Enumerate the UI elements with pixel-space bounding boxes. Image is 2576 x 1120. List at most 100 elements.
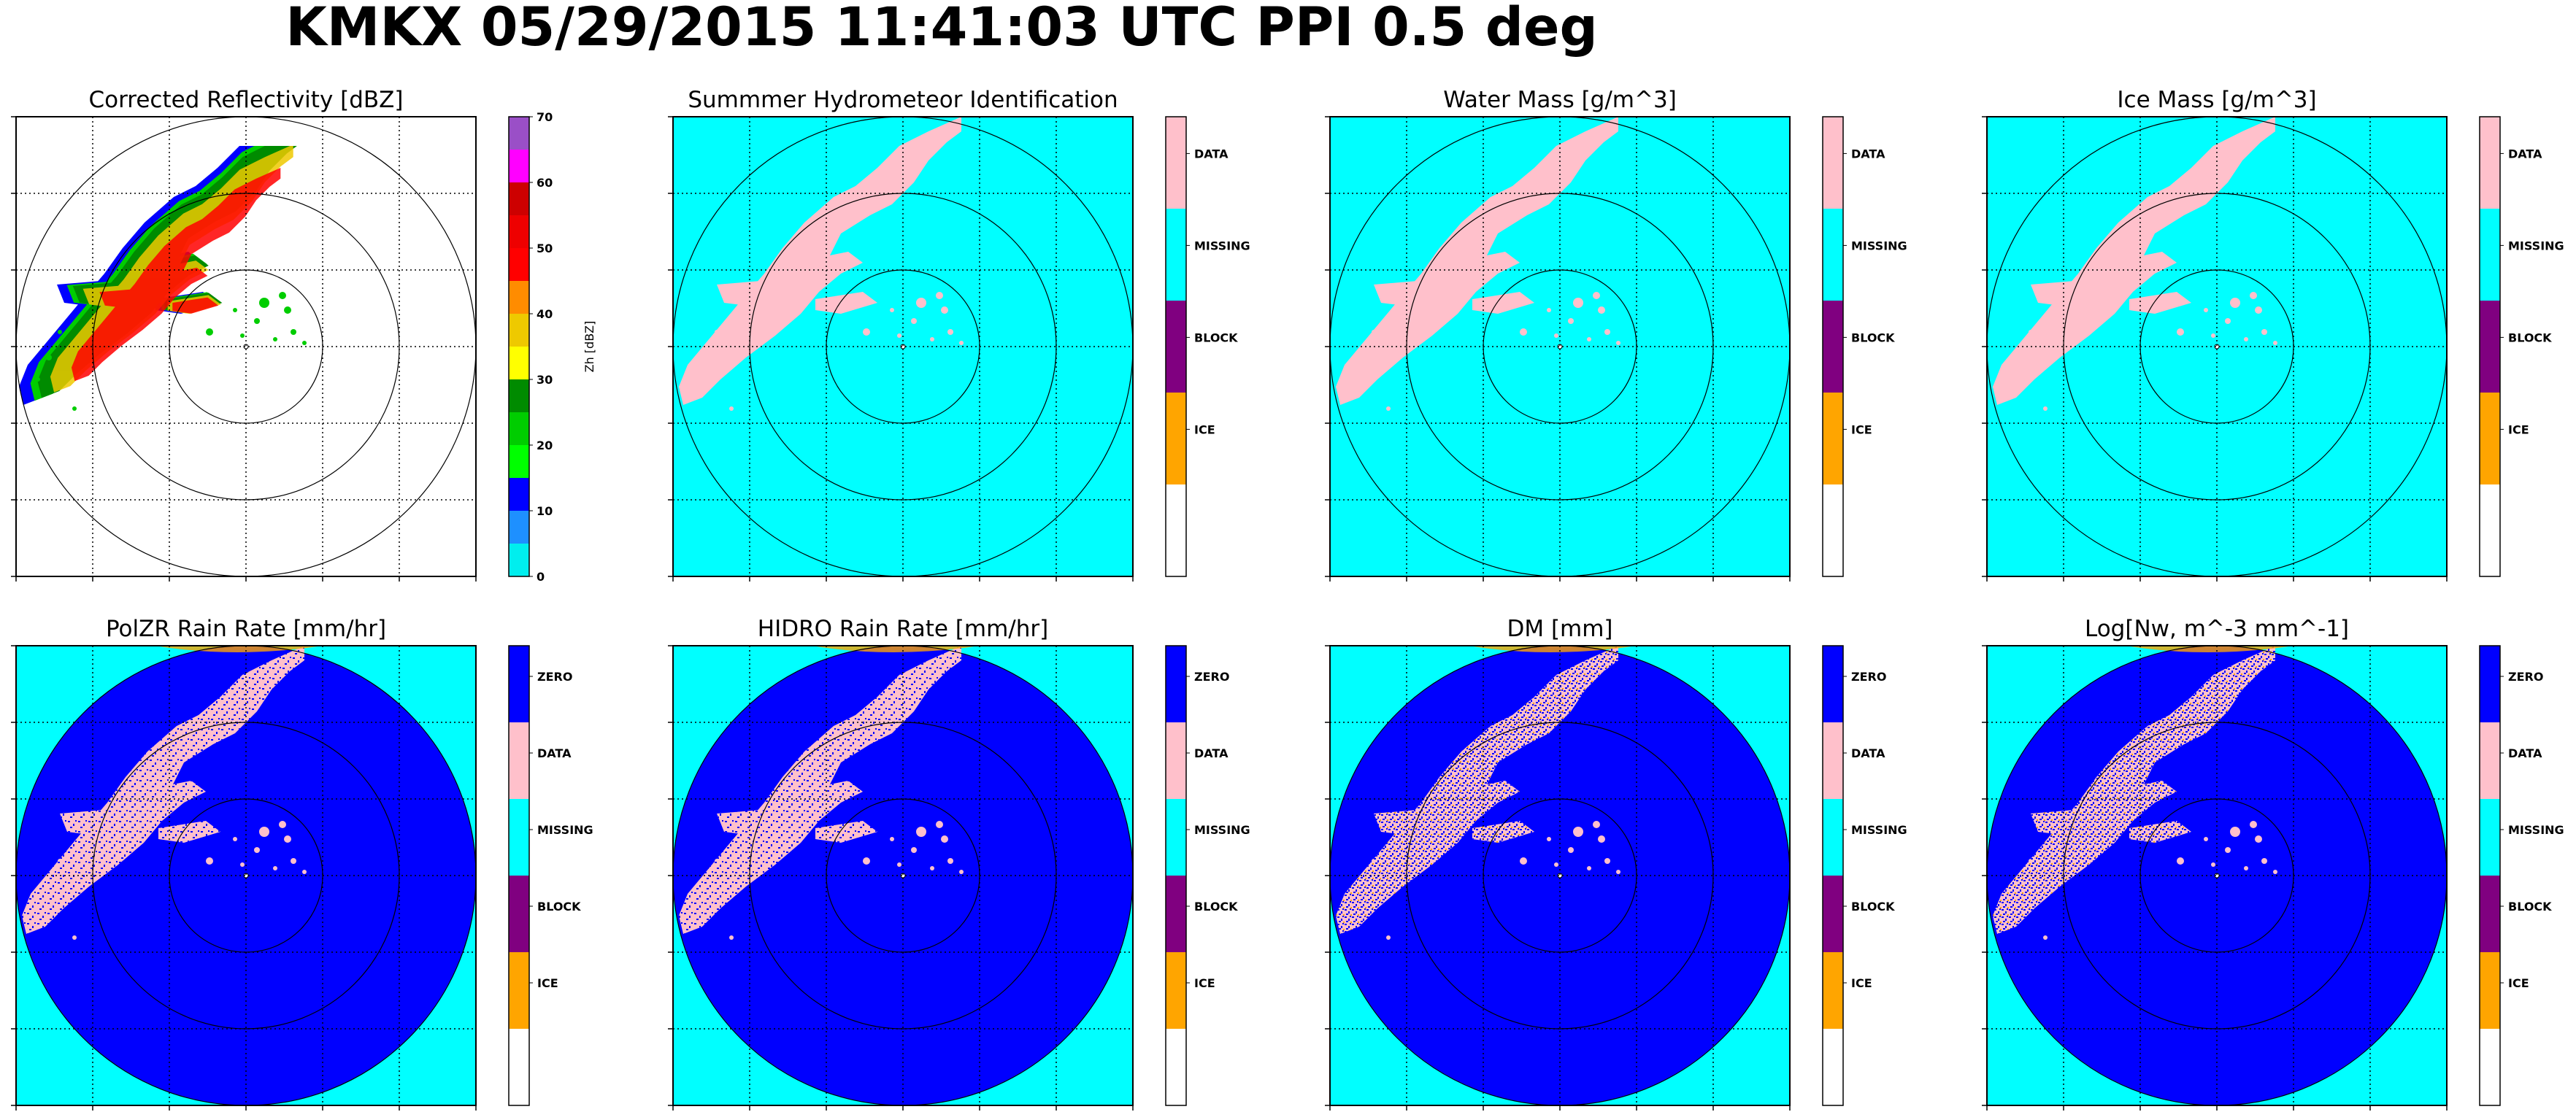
colorbar-bin xyxy=(509,182,529,215)
colorbar-category-label: MISSING xyxy=(1851,823,1907,837)
colorbar-segment xyxy=(1166,799,1186,876)
colorbar-category-label: DATA xyxy=(1194,147,1229,161)
colorbar: DATA MISSING BLOCK ICE xyxy=(1165,116,1250,577)
colorbar: ZERO DATA MISSING BLOCK ICE xyxy=(1165,645,1250,1106)
colorbar-category-label: ZERO xyxy=(537,670,572,684)
colorbar-segment xyxy=(1823,209,1843,301)
colorbar-category-label: ICE xyxy=(1194,976,1215,990)
colorbar-bin xyxy=(509,281,529,314)
colorbar-segment xyxy=(1823,952,1843,1029)
colorbar-category-label: DATA xyxy=(2508,147,2542,161)
colorbar-bin xyxy=(509,379,529,412)
plot-area xyxy=(16,646,476,1105)
colorbar: DATA MISSING BLOCK ICE xyxy=(1822,116,1907,577)
colorbar-tick-label: 30 xyxy=(537,373,553,387)
range-ring xyxy=(1406,193,1714,501)
colorbar-bin xyxy=(509,544,529,576)
colorbar-bin xyxy=(509,412,529,445)
colorbar-frame xyxy=(508,645,530,1106)
colorbar-bin xyxy=(509,117,529,150)
range-ring xyxy=(749,722,1057,1030)
plot-area xyxy=(1987,117,2447,576)
panel-title: Water Mass [g/m^3] xyxy=(1443,87,1677,113)
panel-hydrometeor: Summmer Hydrometeor Identification DATA MI… xyxy=(668,87,1250,582)
panel-log_nw: Log[Nw, m^-3 mm^-1] ZERO DATA MISSING BLOCK I… xyxy=(1982,616,2564,1111)
colorbar-segment xyxy=(509,952,529,1029)
panel-water_mass: Water Mass [g/m^3] DATA MISSING BLOCK ICE xyxy=(1325,87,1907,582)
colorbar-category-label: DATA xyxy=(1851,746,1885,760)
range-ring xyxy=(92,193,400,501)
colorbar-category-label: BLOCK xyxy=(2508,331,2552,344)
colorbar-category-label: ZERO xyxy=(1851,670,1886,684)
panel-hidro_rain: HIDRO Rain Rate [mm/hr] ZERO DATA MISSING BL… xyxy=(668,616,1250,1111)
colorbar-frame xyxy=(1822,645,1844,1106)
colorbar-bin xyxy=(509,215,529,248)
colorbar-category-label: MISSING xyxy=(537,823,593,837)
colorbar-bin xyxy=(509,347,529,379)
colorbar-category-label: MISSING xyxy=(1194,823,1250,837)
colorbar-segment xyxy=(1166,876,1186,952)
colorbar-segment xyxy=(1823,117,1843,209)
panel-title: DM [mm] xyxy=(1507,616,1612,642)
colorbar-tick-label: 20 xyxy=(537,439,553,452)
colorbar: ZERO DATA MISSING BLOCK ICE xyxy=(508,645,593,1106)
colorbar-tick-label: 0 xyxy=(537,570,545,584)
colorbar-segment xyxy=(1823,301,1843,393)
colorbar-segment xyxy=(2480,722,2500,799)
colorbar-segment xyxy=(509,876,529,952)
panel-dm: DM [mm] ZERO DATA MISSING BLOCK ICE xyxy=(1325,616,1907,1111)
colorbar-label: Zh [dBZ] xyxy=(583,321,596,373)
panel-title: Corrected Reflectivity [dBZ] xyxy=(88,87,403,113)
colorbar-segment xyxy=(1166,952,1186,1029)
range-ring xyxy=(1406,722,1714,1030)
colorbar-segment xyxy=(1166,393,1186,484)
colorbar-category-label: DATA xyxy=(537,746,572,760)
colorbar-category-label: BLOCK xyxy=(1851,331,1895,344)
colorbar-segment xyxy=(1823,393,1843,484)
plot-area xyxy=(16,117,476,576)
colorbar: ZERO DATA MISSING BLOCK ICE xyxy=(1822,645,1907,1106)
colorbar-bin xyxy=(509,478,529,511)
colorbar-category-label: BLOCK xyxy=(1194,331,1238,344)
panel-title: Summmer Hydrometeor Identification xyxy=(688,87,1118,113)
colorbar-segment xyxy=(509,799,529,876)
colorbar-tick-label: 50 xyxy=(537,242,553,255)
colorbar-category-label: MISSING xyxy=(1851,239,1907,252)
range-ring xyxy=(92,722,400,1030)
colorbar-category-label: ICE xyxy=(2508,976,2529,990)
colorbar-segment xyxy=(1823,799,1843,876)
colorbar-segment xyxy=(2480,1029,2500,1105)
colorbar-segment xyxy=(2480,952,2500,1029)
colorbar-segment xyxy=(1166,1029,1186,1105)
colorbar-segment xyxy=(509,1029,529,1105)
colorbar-frame xyxy=(1822,116,1844,577)
colorbar-segment xyxy=(1823,646,1843,722)
colorbar-segment xyxy=(2480,393,2500,484)
colorbar-segment xyxy=(1166,646,1186,722)
colorbar-category-label: ZERO xyxy=(2508,670,2543,684)
colorbar-tick-label: 60 xyxy=(537,176,553,190)
colorbar-tick-label: 70 xyxy=(537,110,553,124)
colorbar-category-label: ICE xyxy=(1851,976,1872,990)
colorbar-segment xyxy=(1166,209,1186,301)
colorbar-category-label: BLOCK xyxy=(1194,900,1238,914)
colorbar-category-label: MISSING xyxy=(2508,239,2564,252)
colorbar-frame xyxy=(2479,116,2501,577)
colorbar-category-label: DATA xyxy=(2508,746,2542,760)
colorbar-category-label: BLOCK xyxy=(1851,900,1895,914)
colorbar-segment xyxy=(2480,876,2500,952)
range-ring xyxy=(2063,193,2371,501)
panel-title: PolZR Rain Rate [mm/hr] xyxy=(106,616,386,642)
panel-reflectivity: Corrected Reflectivity [dBZ] 0 10 20 30 40 50 6… xyxy=(11,87,596,584)
colorbar: 0 10 20 30 40 50 60 70 Zh [dBZ] xyxy=(508,110,596,584)
colorbar-frame xyxy=(508,116,530,577)
colorbar-category-label: MISSING xyxy=(1194,239,1250,252)
plot-area xyxy=(1330,117,1790,576)
colorbar-category-label: ICE xyxy=(537,976,558,990)
colorbar-segment xyxy=(1166,117,1186,209)
panel-title: Log[Nw, m^-3 mm^-1] xyxy=(2085,616,2349,642)
colorbar-segment xyxy=(1166,722,1186,799)
colorbar-category-label: ICE xyxy=(2508,422,2529,436)
colorbar-category-label: ICE xyxy=(1194,422,1215,436)
